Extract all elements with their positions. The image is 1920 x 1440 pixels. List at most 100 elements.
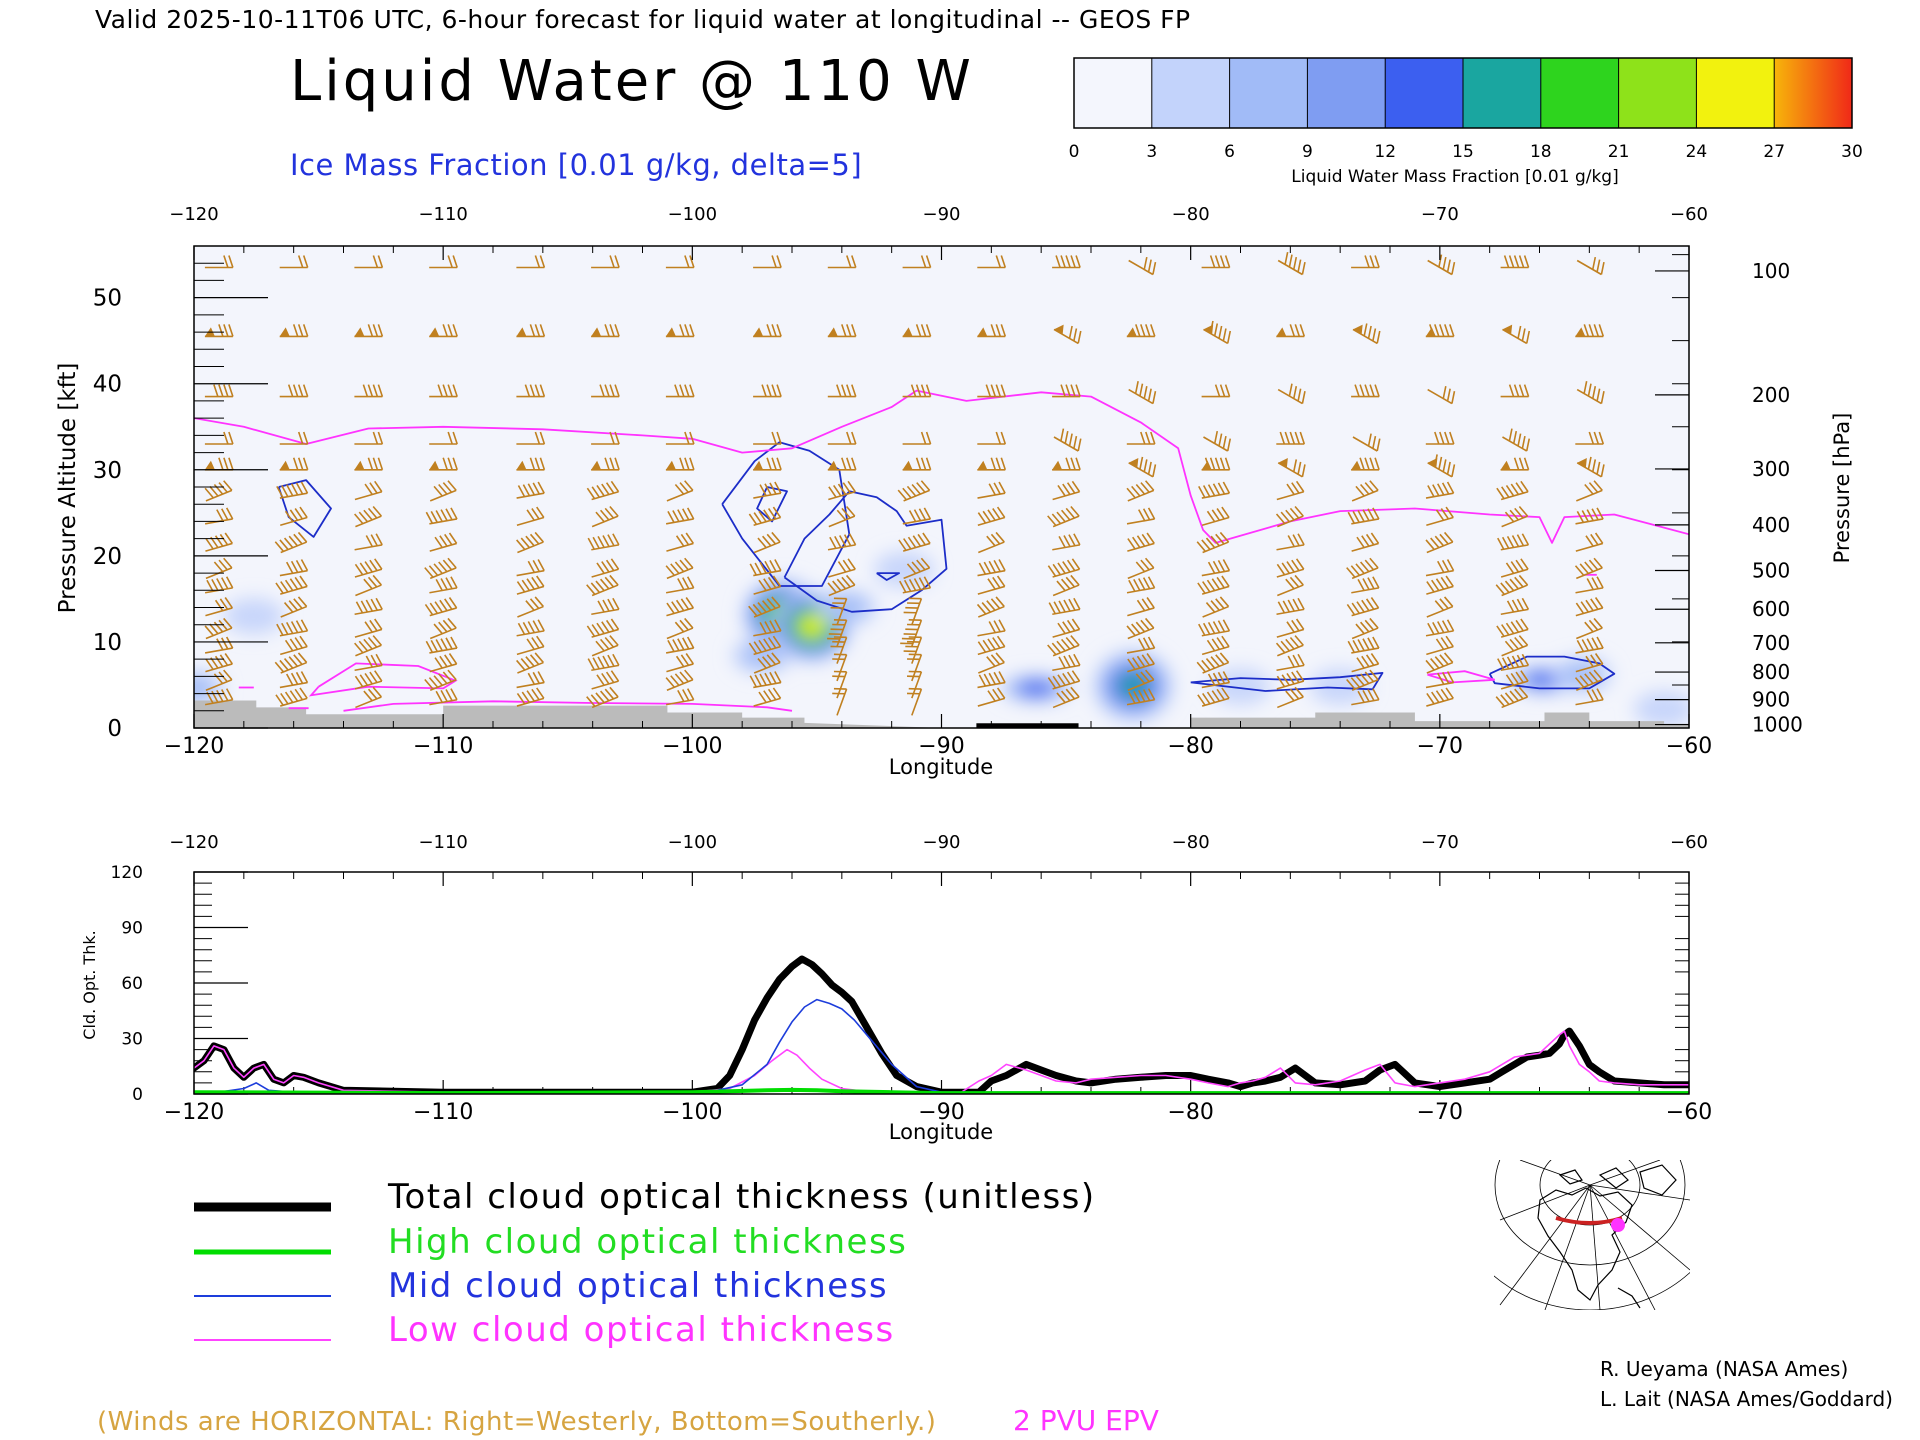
- wind-barb: [354, 558, 383, 578]
- wind-barb-feather: [1301, 391, 1306, 404]
- wind-barb-feather: [1294, 635, 1304, 646]
- wind-barb: [977, 635, 1006, 656]
- wind-barb-feather: [448, 532, 458, 544]
- wind-barb: [1128, 256, 1157, 276]
- wind-barb-pennant: [1575, 327, 1586, 337]
- wind-barb-feather: [846, 255, 852, 268]
- wind-barb-shaft: [666, 607, 694, 617]
- wind-barb-feather: [772, 575, 782, 587]
- wind-barb-feather: [1222, 671, 1231, 683]
- wind-barb-feather: [1198, 623, 1206, 636]
- bottom-x-tick-label: −110: [413, 1100, 473, 1125]
- wind-barb-shaft: [280, 585, 308, 595]
- wind-barb-feather: [1431, 691, 1440, 703]
- wind-barb: [516, 506, 545, 527]
- wind-barb-feather: [993, 671, 1001, 684]
- wind-barb-shaft: [1126, 647, 1155, 654]
- wind-barb-feather: [1513, 384, 1520, 397]
- wind-barb-feather: [1000, 384, 1007, 397]
- wind-barb: [1427, 254, 1456, 276]
- wind-barb-feather: [604, 457, 610, 471]
- wind-barb: [1198, 481, 1231, 499]
- wind-barb-shaft: [978, 661, 1005, 674]
- wind-barb-pennant: [827, 460, 838, 470]
- wind-barb: [753, 431, 782, 445]
- wind-barb-feather: [1347, 640, 1355, 653]
- wind-barb: [665, 457, 695, 471]
- wind-barb-shaft: [1201, 492, 1230, 499]
- wind-barb-feather: [1056, 692, 1066, 704]
- bottom-x-tick-label-upper: −70: [1421, 832, 1459, 853]
- wind-barb-feather: [977, 641, 987, 653]
- wind-barb: [666, 617, 694, 640]
- wind-barb-shaft: [355, 644, 382, 657]
- wind-barb-feather: [978, 674, 987, 687]
- wind-barb-feather: [1217, 620, 1226, 633]
- wind-barb-feather: [1346, 678, 1356, 690]
- wind-barb: [1352, 323, 1381, 345]
- wind-barb-shaft: [591, 628, 619, 638]
- wind-barb-feather: [776, 255, 782, 268]
- wind-barb-feather: [674, 483, 685, 495]
- wind-barb-feather: [1219, 384, 1226, 397]
- wind-barb: [1275, 635, 1304, 657]
- wind-barb-feather: [1514, 576, 1524, 588]
- wind-barb-feather: [372, 686, 382, 698]
- wind-barb-feather: [1591, 459, 1597, 472]
- wind-barbs: [204, 251, 1605, 716]
- wind-barb-feather: [537, 671, 545, 683]
- wind-barb-feather: [521, 579, 531, 592]
- wind-barb-shaft: [429, 647, 458, 654]
- wind-barb: [977, 481, 1006, 499]
- wind-barb: [586, 618, 620, 638]
- wind-barb-feather: [1070, 457, 1076, 471]
- wind-barb-feather: [1141, 654, 1151, 666]
- wind-barb-feather: [369, 619, 378, 632]
- wind-barb-feather: [1367, 433, 1372, 447]
- wind-barb-feather: [372, 384, 379, 397]
- wind-barb-feather: [1075, 255, 1081, 268]
- wind-barb-feather: [1515, 619, 1524, 632]
- wind-barb: [1351, 457, 1380, 471]
- wind-barb-feather: [1063, 655, 1071, 668]
- wind-barb-feather: [1596, 507, 1604, 520]
- wind-barb-feather: [1354, 384, 1360, 397]
- wind-barb-feather: [522, 621, 531, 634]
- wind-barb-shaft: [1575, 542, 1603, 552]
- wind-barb-feather: [1521, 597, 1530, 610]
- wind-barb-feather: [846, 431, 852, 445]
- wind-barb-feather: [595, 580, 605, 592]
- wind-barb-feather: [1292, 386, 1298, 399]
- wind-barb-feather: [216, 638, 224, 651]
- top-y-tick-label: 30: [93, 458, 122, 484]
- wind-barb-feather: [433, 563, 443, 574]
- wind-barb-feather: [1147, 688, 1156, 701]
- top-x-tick-label: −90: [918, 734, 964, 759]
- wind-barb-feather: [516, 539, 526, 551]
- wind-barb-feather: [377, 431, 384, 445]
- wind-barb: [1047, 558, 1081, 578]
- wind-barb-feather: [1064, 430, 1069, 444]
- wind-barb-feather: [295, 671, 304, 684]
- series-mid-line: [194, 998, 1689, 1093]
- wind-barb-feather: [372, 574, 382, 586]
- wind-barb-feather: [1352, 510, 1360, 523]
- wind-barb-feather: [596, 622, 605, 635]
- wind-barb-feather: [205, 538, 214, 550]
- wind-barb-feather: [767, 508, 777, 520]
- wind-barb: [276, 481, 309, 499]
- top-y-tick-label: 10: [93, 630, 122, 656]
- wind-barb: [587, 533, 620, 551]
- top-y-tick-label: 20: [93, 544, 122, 570]
- wind-barb-feather: [283, 658, 294, 669]
- optical-thickness-lines: [194, 955, 1689, 1094]
- wind-barb: [516, 255, 546, 269]
- wind-barb-feather: [1141, 533, 1151, 546]
- wind-barb-feather: [1437, 560, 1445, 573]
- wind-barb-feather: [434, 536, 443, 549]
- wind-barb: [1201, 457, 1231, 471]
- bottom-x-tick-label-upper: −90: [923, 832, 961, 853]
- wind-barb-feather: [526, 638, 535, 650]
- wind-barb-feather: [1063, 535, 1071, 547]
- wind-barb-feather: [1214, 255, 1221, 268]
